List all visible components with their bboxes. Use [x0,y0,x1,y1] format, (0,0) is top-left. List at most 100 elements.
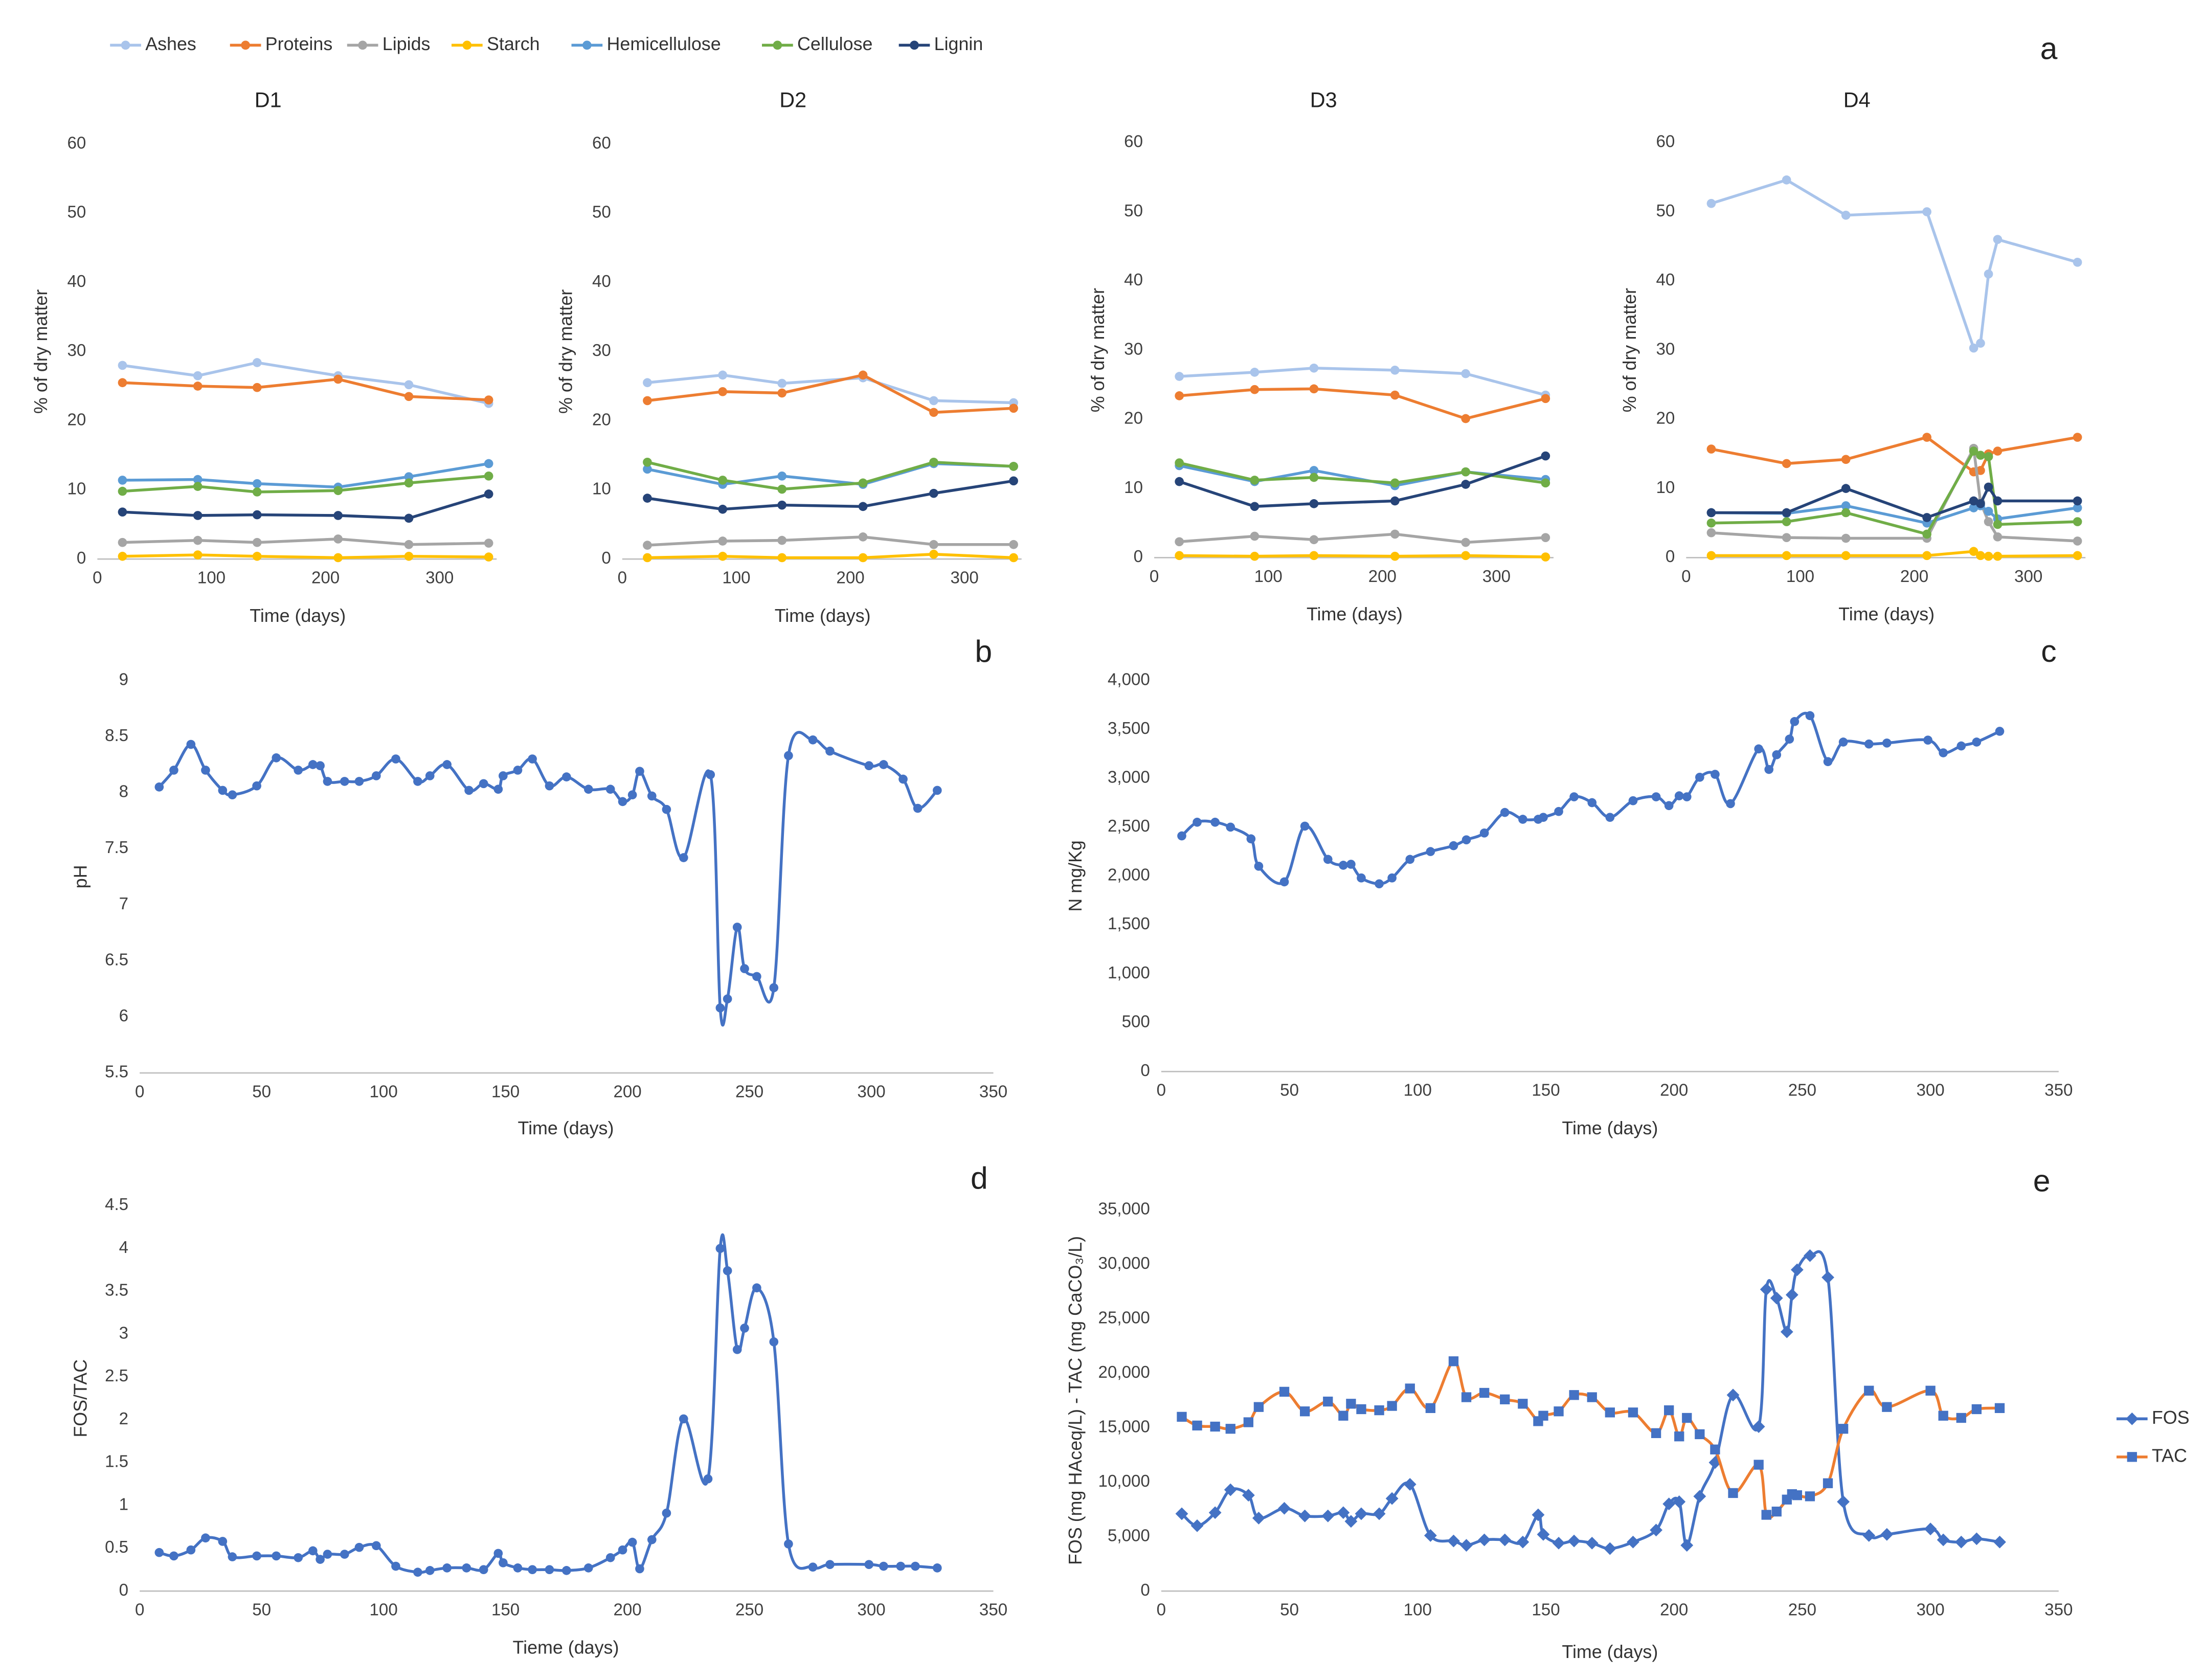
data-point [808,735,818,745]
data-point [643,541,652,550]
x-tick-label: 100 [1254,567,1283,586]
y-tick-label: 8 [119,782,128,801]
legend-label: Cellulose [797,34,872,54]
data-point [1552,1536,1565,1550]
data-point [1390,496,1400,506]
data-point [371,771,381,780]
legend-label: Lipids [383,34,431,54]
x-tick-label: 0 [93,569,102,588]
data-point [635,767,644,776]
data-point [1706,518,1716,528]
data-point [252,781,261,791]
data-point [1993,446,2003,456]
y-tick-label: 10 [67,480,86,499]
data-point [252,487,262,497]
data-point [732,923,742,932]
data-point [1461,414,1471,423]
data-point [929,396,938,406]
data-point [1390,365,1400,375]
data-point [118,507,127,517]
data-point [929,488,938,498]
data-point [605,785,615,794]
data-point [1785,734,1794,744]
data-point [1461,537,1471,547]
y-tick-label: 5.5 [105,1063,128,1082]
y-tick-label: 10,000 [1098,1472,1150,1491]
y-tick-label: 0 [119,1581,128,1600]
x-tick-label: 0 [135,1082,144,1101]
x-axis-label: Time (days) [775,606,871,626]
data-point [1939,748,1948,757]
data-point [1969,547,1978,556]
series-line [122,553,489,559]
data-point [718,370,728,380]
x-tick-label: 300 [1916,1081,1944,1100]
y-axis-label: % of dry matter [1620,288,1640,412]
x-tick-label: 350 [979,1082,1007,1101]
data-point [1175,372,1184,381]
data-point [479,779,488,789]
data-point [1309,363,1319,373]
x-tick-label: 50 [1280,1600,1299,1619]
data-point [1682,792,1692,801]
data-point [1479,828,1489,838]
data-point [1390,529,1400,539]
x-tick-label: 250 [735,1082,763,1101]
data-point [583,785,593,794]
data-point [1309,499,1319,508]
data-point [1760,1283,1773,1296]
data-point [442,1563,452,1573]
data-point [413,777,422,786]
x-axis-label: Time (days) [1562,1642,1658,1662]
data-point [1250,531,1260,541]
y-tick-label: 40 [592,272,611,291]
data-point [1338,1410,1348,1421]
x-tick-label: 200 [613,1082,641,1101]
data-point [1838,1424,1849,1434]
legend-marker [358,40,367,50]
panel-label: b [975,634,992,668]
data-point [1246,834,1256,844]
data-point [562,772,571,781]
x-tick-label: 50 [252,1082,271,1101]
y-tick-label: 2,000 [1108,866,1150,885]
data-point [784,751,793,760]
data-point [769,983,779,993]
data-point [618,1545,627,1555]
data-point [1864,1385,1874,1396]
data-point [2073,503,2082,512]
data-point [1695,1429,1705,1440]
data-point [933,1563,942,1573]
data-point [718,387,728,396]
x-tick-label: 300 [2014,567,2042,586]
data-point [1278,1502,1291,1515]
data-point [294,766,303,775]
data-point [929,540,938,549]
data-point [1976,339,1985,348]
legend-label: Starch [487,34,540,54]
data-point [1250,385,1260,394]
data-point [896,1561,906,1571]
x-tick-label: 100 [370,1082,398,1101]
data-point [404,551,414,561]
data-point [391,1561,400,1571]
data-point [1250,476,1260,485]
y-tick-label: 60 [1124,132,1143,151]
data-point [1300,1406,1310,1417]
legend-label: Hemicellulose [606,34,721,54]
legend-marker [773,40,782,50]
x-tick-label: 200 [836,569,864,588]
data-point [858,532,868,542]
data-point [1969,496,1978,506]
data-point [1461,551,1471,561]
data-point [1538,1410,1548,1421]
data-point [1387,873,1397,883]
data-point [1651,792,1661,801]
data-point [1461,369,1471,378]
data-point [1925,1385,1936,1396]
data-point [1782,175,1791,185]
data-point [1321,1509,1335,1522]
data-point [252,479,262,488]
data-point [1323,855,1333,864]
